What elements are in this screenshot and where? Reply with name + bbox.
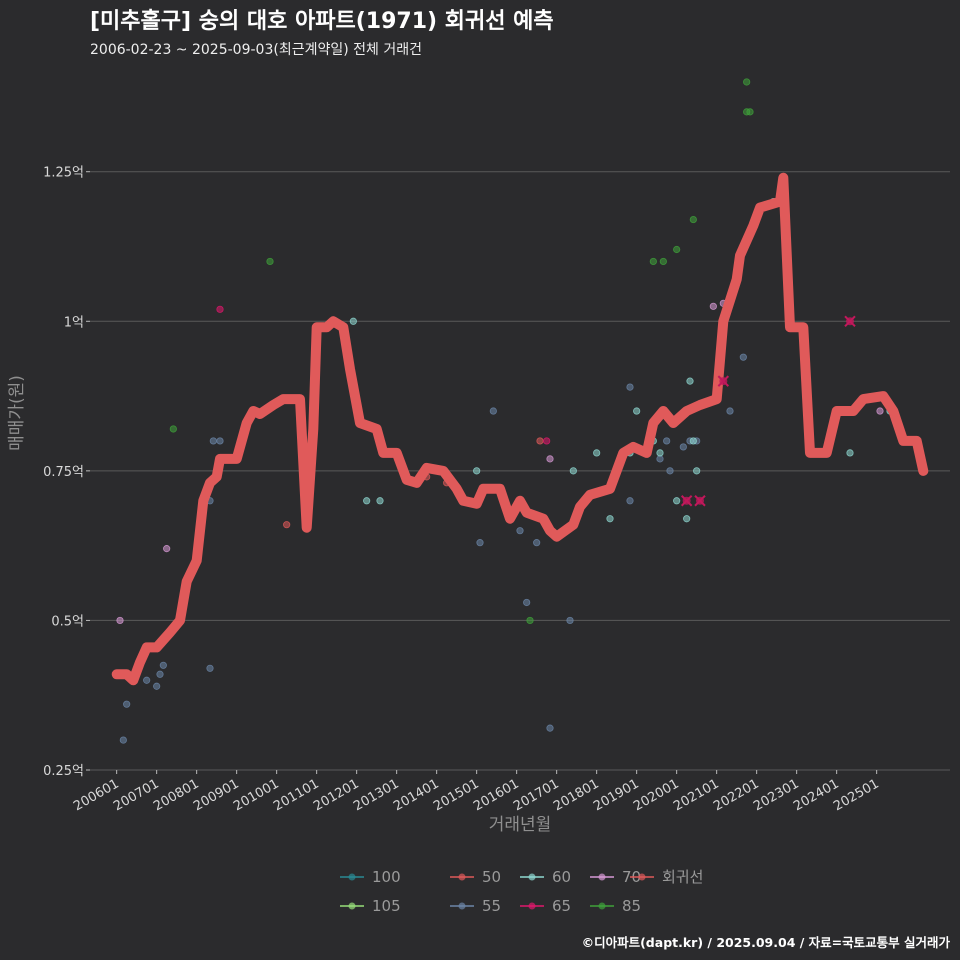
data-point-85 (746, 108, 754, 116)
data-point-55 (516, 527, 524, 535)
data-point-85 (743, 78, 751, 86)
data-point-85 (169, 425, 177, 433)
data-point-55 (566, 616, 574, 625)
cancelled-cross (680, 495, 693, 507)
data-point-55 (156, 670, 164, 678)
data-point-55 (726, 407, 734, 415)
data-point-60 (606, 515, 614, 523)
data-point-70 (163, 545, 171, 553)
data-point-60 (686, 377, 694, 385)
data-point-85 (266, 257, 274, 266)
data-point-55 (489, 407, 497, 415)
data-point-60 (363, 497, 371, 505)
data-point-60 (593, 449, 601, 457)
data-point-55 (626, 383, 634, 391)
data-point-70 (116, 616, 124, 625)
cancelled-cross (844, 315, 856, 327)
legend-key-dot (458, 873, 466, 881)
legend-key-dot (528, 873, 536, 881)
data-point-55 (656, 455, 664, 463)
data-point-60 (656, 449, 664, 457)
data-point-55 (206, 664, 214, 672)
legend-key-dot (598, 902, 606, 910)
y-axis-title: 매매가(원) (7, 375, 27, 451)
cancelled-cross (717, 375, 730, 387)
legend-key-dot (348, 902, 356, 910)
legend-label: 100 (372, 868, 401, 886)
data-point-70 (876, 407, 884, 415)
data-point-60 (683, 515, 691, 523)
y-tick-label: 1억 (64, 315, 84, 330)
data-point-85 (673, 245, 681, 254)
regression-path (111, 172, 929, 686)
data-point-55 (666, 467, 674, 475)
legend-key-dot (638, 873, 646, 881)
y-tick-label: 1.25억 (43, 166, 84, 181)
cancelled-markers (680, 315, 856, 507)
regression-line (111, 172, 929, 686)
data-point-55 (523, 598, 531, 607)
data-point-85 (526, 616, 534, 625)
data-point-70 (709, 302, 717, 310)
chart-title: [미추홀구] 숭의 대호 아파트(1971) 회귀선 예측 (90, 8, 554, 34)
gridlines (90, 171, 950, 771)
y-tick-label: 0.5억 (51, 614, 84, 629)
y-axis-ticks: 0.25억 0.5억 0.75억 1억 1.25억 (43, 166, 90, 779)
data-point-55 (153, 682, 161, 690)
legend-key-dot (348, 873, 356, 881)
data-point-55 (123, 700, 131, 708)
data-point-60 (349, 317, 357, 325)
data-point-60 (673, 497, 681, 505)
data-point-50 (536, 437, 544, 445)
legend-key-dot (598, 873, 606, 881)
data-point-60 (376, 497, 384, 505)
data-point-55 (679, 443, 687, 451)
data-point-65 (543, 437, 551, 445)
cancelled-cross (694, 495, 706, 507)
data-point-65 (216, 305, 224, 313)
legend-label: 50 (482, 868, 501, 886)
data-point-85 (649, 257, 657, 266)
data-point-55 (159, 661, 167, 669)
legend-key-dot (528, 902, 536, 910)
data-point-60 (633, 407, 641, 415)
data-point-50 (283, 521, 291, 529)
legend-label: 85 (622, 897, 641, 915)
data-point-55 (739, 353, 747, 361)
data-point-60 (473, 467, 481, 475)
data-point-60 (689, 437, 697, 445)
data-point-85 (689, 215, 697, 224)
data-point-85 (659, 257, 667, 266)
data-point-55 (533, 539, 541, 547)
y-tick-label: 0.75억 (43, 465, 84, 480)
data-point-60 (846, 449, 854, 457)
legend-key-dot (458, 902, 466, 910)
legend-label: 60 (552, 868, 571, 886)
data-point-60 (693, 467, 701, 475)
data-point-55 (209, 437, 217, 445)
chart-subtitle: 2006-02-23 ~ 2025-09-03(최근계약일) 전체 거래건 (90, 42, 422, 58)
data-point-55 (143, 676, 151, 684)
y-tick-label: 0.25억 (43, 764, 84, 779)
data-point-55 (216, 437, 224, 445)
data-point-55 (626, 497, 634, 505)
data-point-55 (476, 539, 484, 547)
source-caption: ©디아파트(dapt.kr) / 2025.09.04 / 자료=국토교통부 실… (582, 935, 951, 950)
data-point-55 (663, 437, 671, 445)
legend-label: 회귀선 (662, 868, 703, 886)
legend-label: 105 (372, 897, 401, 915)
data-point-55 (119, 736, 127, 744)
x-axis-title: 거래년월 (489, 815, 552, 835)
data-point-55 (546, 724, 554, 732)
legend-label: 55 (482, 897, 501, 915)
data-point-60 (569, 467, 577, 475)
legend-label: 65 (552, 897, 571, 915)
data-point-70 (546, 455, 554, 463)
